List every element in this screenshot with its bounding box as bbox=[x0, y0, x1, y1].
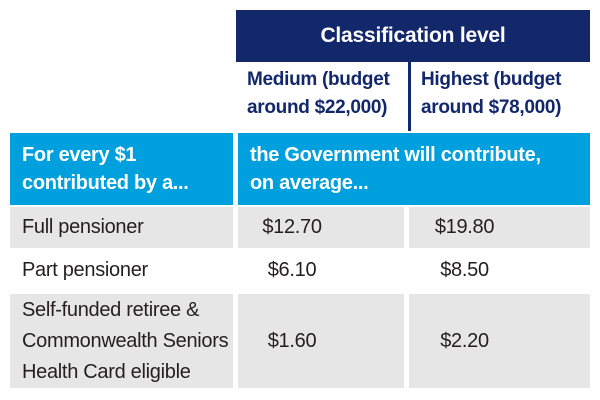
column-divider-line bbox=[408, 62, 411, 131]
value-full-pensioner-medium: $12.70 bbox=[238, 207, 404, 248]
classification-level-header: Classification level bbox=[236, 10, 590, 62]
value-self-funded-medium: $1.60 bbox=[238, 294, 404, 388]
band-header-left: For every $1 contributed by a... bbox=[10, 133, 233, 205]
column-header-highest: Highest (budget around $78,000) bbox=[421, 69, 562, 118]
value-full-pensioner-highest: $19.80 bbox=[409, 207, 590, 248]
value-part-pensioner-highest: $8.50 bbox=[409, 248, 590, 293]
value-self-funded-highest: $2.20 bbox=[409, 294, 590, 388]
classification-level-title: Classification level bbox=[320, 24, 506, 47]
band-header-right: the Government will contribute, on avera… bbox=[238, 133, 590, 205]
row-label-part-pensioner: Part pensioner bbox=[10, 248, 233, 293]
column-header-medium: Medium (budget around $22,000) bbox=[247, 69, 390, 118]
row-label-self-funded-retiree: Self-funded retiree & Commonwealth Senio… bbox=[10, 294, 233, 388]
row-label-full-pensioner: Full pensioner bbox=[10, 207, 233, 248]
value-part-pensioner-medium: $6.10 bbox=[238, 248, 404, 293]
